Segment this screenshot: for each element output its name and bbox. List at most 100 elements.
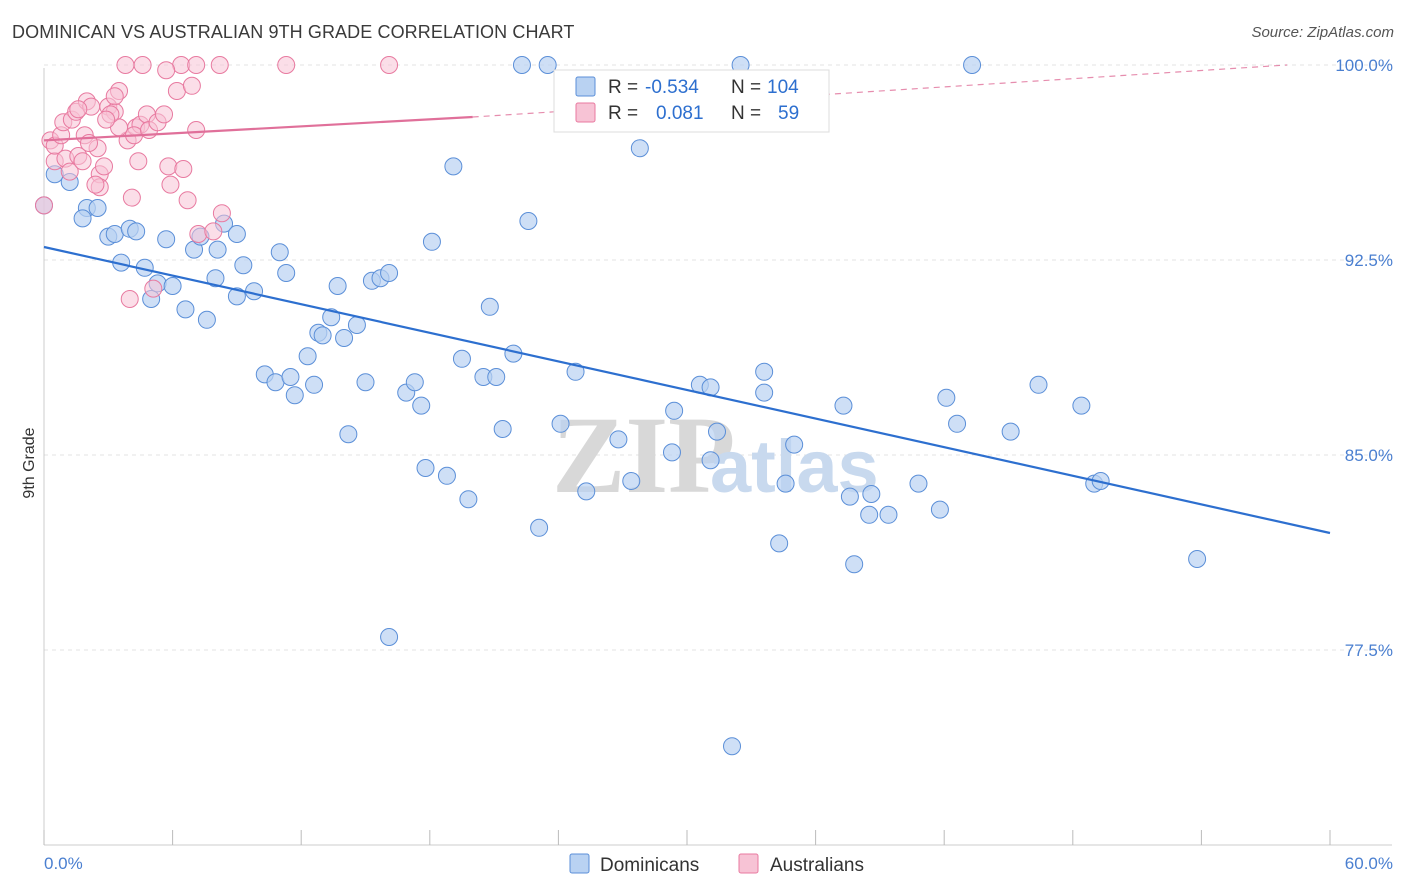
- australians-point-37: [167, 82, 186, 100]
- dominicans-point-64: [530, 518, 549, 537]
- dominicans-point-40: [339, 425, 358, 444]
- dominicans-point-58: [487, 368, 506, 386]
- australians-trend-line: [43, 115, 473, 142]
- dominicans-point-87: [860, 505, 879, 524]
- dominicans-point-72: [665, 401, 684, 420]
- dominicans-point-24: [227, 225, 246, 243]
- dominicans-point-85: [840, 487, 859, 506]
- dominicans-point-26: [245, 282, 264, 301]
- y-tick-label-3: 100.0%: [1335, 56, 1393, 75]
- legend-r-value-2: 0.081: [656, 103, 704, 124]
- australians-point-41: [187, 121, 206, 139]
- dominicans-point-36: [313, 326, 332, 345]
- grid-lines: [44, 64, 1392, 651]
- dominicans-point-45: [380, 264, 399, 282]
- dominicans-point-83: [785, 435, 804, 454]
- australians-point-45: [172, 56, 191, 74]
- dominicans-point-21: [206, 269, 225, 288]
- dominicans-point-71: [662, 443, 681, 462]
- dominicans-point-95: [1001, 422, 1020, 441]
- australians-point-57: [210, 56, 229, 74]
- australians-point-54: [120, 290, 139, 308]
- dominicans-point-31: [281, 368, 300, 386]
- dominicans-point-88: [862, 485, 881, 503]
- dominicans-point-57: [480, 297, 499, 316]
- dominicans-point-84: [834, 396, 853, 415]
- dominicans-trend-line: [43, 245, 1331, 535]
- dominicans-point-61: [512, 56, 531, 74]
- dominicans-points: [35, 56, 1207, 756]
- dominicans-point-19: [197, 310, 216, 329]
- dominicans-point-50: [416, 459, 435, 477]
- australians-point-47: [212, 204, 231, 223]
- dominicans-point-49: [412, 396, 431, 415]
- legend-n-value-1: 104: [767, 77, 799, 98]
- dominicans-point-100: [1188, 550, 1207, 568]
- dominicans-point-68: [609, 430, 628, 449]
- australians-point-28: [122, 188, 141, 207]
- legend-r-value-1: -0.534: [645, 77, 699, 98]
- x-tick-label-1: 60.0%: [1345, 854, 1393, 873]
- australians-point-35: [161, 175, 180, 194]
- dominicans-point-59: [493, 420, 512, 438]
- dominicans-point-48: [405, 373, 424, 392]
- dominicans-point-5: [88, 199, 107, 217]
- bottom-legend-swatch-australians: [738, 853, 759, 874]
- australians-points: [35, 56, 399, 308]
- dominicans-point-41: [347, 316, 366, 334]
- dominicans-point-69: [622, 472, 641, 490]
- dominicans-point-96: [1029, 375, 1048, 394]
- australians-point-48: [277, 56, 296, 74]
- australians-point-22: [105, 87, 124, 106]
- australians-point-33: [155, 105, 174, 124]
- y-tick-label-2: 92.5%: [1345, 251, 1393, 270]
- legend-r-label-1: R =: [608, 77, 638, 98]
- dominicans-point-51: [422, 232, 441, 251]
- dominicans-point-75: [708, 422, 727, 441]
- dominicans-point-77: [723, 737, 742, 756]
- dominicans-point-39: [335, 329, 354, 347]
- australians-point-27: [129, 152, 148, 171]
- dominicans-point-54: [452, 349, 471, 368]
- y-tick-label-1: 85.0%: [1345, 446, 1393, 465]
- stats-legend: R = -0.534 N = 104 R = 0.081 N = 59: [553, 69, 830, 133]
- legend-box: [553, 69, 830, 133]
- y-axis-title: 9th Grade: [21, 427, 38, 498]
- australians-point-56: [97, 110, 116, 129]
- legend-r-label-2: R =: [608, 103, 638, 124]
- source-label: Source: ZipAtlas.com: [1251, 24, 1394, 41]
- tick-labels: 77.5% 85.0% 92.5% 100.0% 0.0% 60.0%: [44, 56, 1393, 873]
- dominicans-point-62: [519, 212, 538, 230]
- dominicans-point-53: [444, 157, 463, 176]
- australians-point-0: [35, 196, 53, 215]
- legend-n-value-2: 59: [778, 103, 799, 124]
- australians-point-11: [73, 152, 92, 171]
- australians-point-53: [157, 61, 176, 80]
- dominicans-point-90: [909, 474, 928, 493]
- dominicans-point-89: [879, 505, 898, 524]
- dominicans-point-38: [328, 277, 347, 295]
- dominicans-point-29: [270, 243, 289, 262]
- dominicans-point-23: [227, 287, 246, 306]
- australians-point-52: [116, 56, 135, 74]
- series-legend: Dominicans Australians: [569, 853, 864, 876]
- y-tick-label-0: 77.5%: [1345, 641, 1393, 660]
- legend-n-label-1: N =: [731, 77, 761, 98]
- australians-point-49: [380, 56, 399, 74]
- x-tick-label-0: 0.0%: [44, 854, 83, 873]
- legend-swatch-dominicans: [575, 76, 596, 97]
- australians-point-58: [86, 175, 105, 194]
- dominicans-point-34: [305, 375, 324, 394]
- legend-n-label-2: N =: [731, 103, 761, 124]
- dominicans-point-7: [105, 225, 124, 243]
- australians-point-17: [95, 157, 114, 176]
- dominicans-point-16: [176, 300, 195, 319]
- dominicans-point-37: [322, 308, 341, 327]
- dominicans-point-55: [459, 490, 478, 509]
- dominicans-point-52: [437, 466, 456, 485]
- dominicans-point-63: [538, 56, 557, 74]
- dominicans-point-80: [755, 362, 774, 381]
- australians-point-50: [69, 100, 88, 119]
- chart-title: DOMINICAN VS AUSTRALIAN 9TH GRADE CORREL…: [12, 22, 575, 42]
- dominicans-point-32: [285, 386, 304, 405]
